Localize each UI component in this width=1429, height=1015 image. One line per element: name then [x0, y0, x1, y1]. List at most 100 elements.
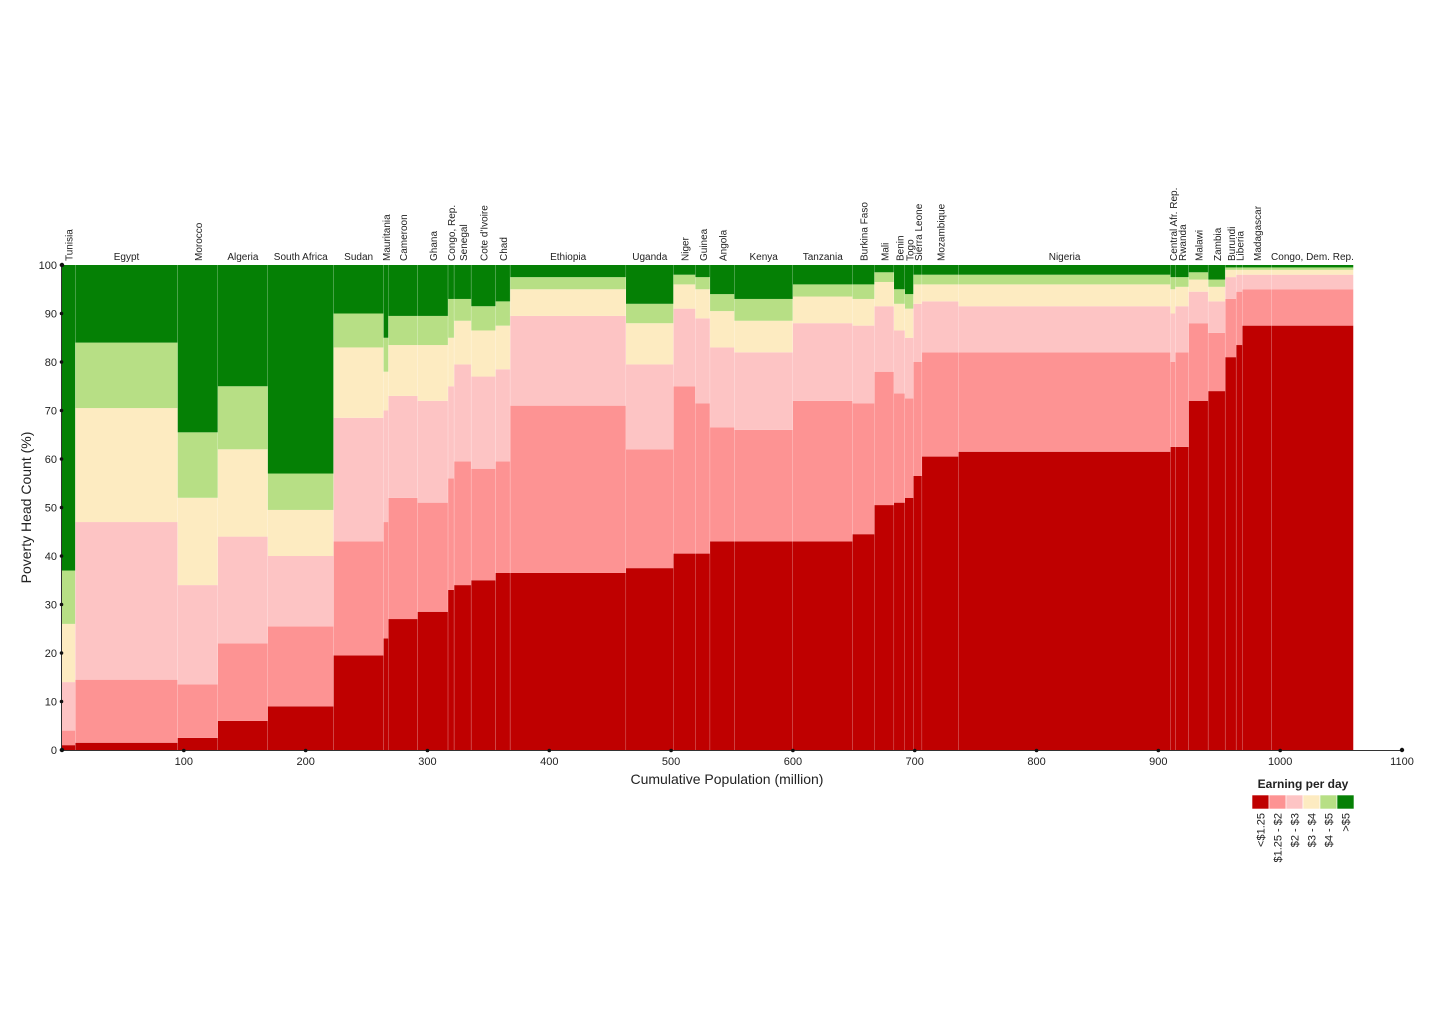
y-tick-label: 70 [45, 406, 57, 418]
bar-segment-band-4-to-5 [62, 570, 76, 624]
bar-segment-band-1-25-to-2 [454, 461, 472, 586]
bar-segment-band-2-to-3 [792, 323, 853, 401]
bar-segment-band-4-to-5 [904, 294, 914, 309]
x-axis-title: Cumulative Population (million) [631, 771, 824, 787]
y-tick-label: 40 [45, 551, 57, 563]
bar-segment-band-under-1-25 [267, 706, 334, 750]
country-bar [734, 265, 794, 750]
bar-segment-band-3-to-4 [177, 497, 218, 586]
bar-segment-band-1-25-to-2 [1175, 352, 1189, 447]
bar-segment-band-3-to-4 [383, 371, 389, 411]
bar-segment-band-4-to-5 [626, 303, 674, 324]
country-bar [1188, 265, 1209, 750]
bar-segment-band-1-25-to-2 [417, 502, 449, 612]
bar-segment-band-2-to-3 [673, 308, 696, 387]
country-label: Tunisia [65, 229, 76, 261]
bar-segment-band-2-to-3 [894, 330, 905, 394]
country-label: Angola [718, 229, 729, 261]
bar-segment-band-3-to-4 [1188, 279, 1209, 292]
bar-segment-band-over-5 [1271, 265, 1354, 268]
country-bar [333, 265, 385, 750]
bar-segment-band-1-25-to-2 [852, 403, 875, 535]
bar-segment-band-under-1-25 [177, 737, 218, 751]
country-bar [510, 265, 627, 750]
bar-segment-band-over-5 [454, 265, 472, 299]
bar-segment-band-over-5 [333, 265, 384, 314]
country-bar [448, 265, 455, 750]
country-label: Congo, Rep. [447, 205, 458, 261]
legend-swatch [1251, 794, 1270, 810]
bar-segment-band-3-to-4 [894, 303, 905, 331]
country-label: Kenya [749, 252, 778, 263]
bar-segment-band-3-to-4 [673, 284, 696, 309]
country-bar [710, 265, 735, 750]
country-bar [852, 265, 875, 750]
bar-segment-band-2-to-3 [734, 352, 793, 430]
bar-segment-band-under-1-25 [388, 619, 418, 750]
bar-segment-band-under-1-25 [958, 451, 1171, 750]
x-tick-mark [303, 748, 308, 753]
axes: 100 200 300 400 500 600 700 800 900 1000 1100 0 10 2… [39, 260, 1414, 768]
bar-segment-band-4-to-5 [874, 272, 895, 282]
country-label: Senegal [459, 224, 470, 261]
bar-segment-band-4-to-5 [217, 386, 268, 450]
bar-segment-band-1-25-to-2 [471, 468, 496, 581]
bar-segment-band-1-25-to-2 [383, 522, 389, 639]
y-tick-label: 50 [45, 503, 57, 515]
country-label: Chad [499, 237, 510, 261]
country-label: Niger [680, 236, 691, 261]
bar-segment-band-4-to-5 [894, 289, 905, 304]
bar-segment-band-over-5 [1188, 265, 1209, 273]
bar-segment-band-over-5 [852, 265, 875, 285]
bar-segment-band-over-5 [1208, 265, 1226, 280]
country-bar [388, 265, 419, 750]
legend-swatch [1285, 794, 1304, 810]
bar-segment-band-over-5 [1236, 265, 1243, 268]
bar-segment-band-3-to-4 [62, 623, 76, 683]
country-label: Zambia [1213, 227, 1224, 261]
legend-swatch [1302, 794, 1321, 810]
bar-segment-band-2-to-3 [448, 386, 455, 479]
y-tick-mark [59, 360, 64, 364]
bar-segment-band-1-25-to-2 [1188, 323, 1209, 401]
country-label: Congo, Dem. Rep. [1271, 252, 1354, 263]
country-label: Mali [880, 243, 891, 261]
legend-items: <$1.25 $1.25 - $2 $2 - $3 $3 - $4 $4 - $5 >$5 [1251, 794, 1355, 863]
y-tick-mark [59, 457, 64, 461]
bar-segment-band-2-to-3 [913, 303, 923, 362]
bar-segment-band-1-25-to-2 [1271, 289, 1354, 326]
bar-segment-band-over-5 [1175, 265, 1189, 278]
bar-segment-band-1-25-to-2 [695, 403, 711, 554]
bar-segment-band-3-to-4 [695, 289, 711, 319]
country-label: Togo [905, 239, 916, 261]
bar-segment-band-2-to-3 [1225, 277, 1237, 299]
country-label: Algeria [227, 252, 259, 263]
bar-segment-band-1-25-to-2 [1236, 291, 1243, 346]
bar-segment-band-1-25-to-2 [734, 429, 793, 542]
bar-segment-band-3-to-4 [510, 289, 627, 316]
bar-segment-band-over-5 [471, 265, 496, 307]
country-bar [1271, 265, 1354, 751]
bar-segment-band-2-to-3 [333, 417, 384, 542]
x-tick-label: 100 [175, 756, 193, 768]
bar-segment-band-under-1-25 [471, 580, 496, 750]
bar-segment-band-2-to-3 [177, 585, 218, 685]
country-bar [1208, 265, 1226, 750]
bar-segment-band-2-to-3 [1208, 301, 1226, 333]
bar-segment-band-over-5 [734, 265, 793, 299]
bar-segment-band-4-to-5 [75, 342, 178, 409]
bar-segment-band-1-25-to-2 [922, 352, 959, 457]
bar-segment-band-1-25-to-2 [904, 398, 914, 498]
y-tick-mark [59, 311, 64, 316]
country-label: Mauritania [382, 214, 393, 261]
bar-segment-band-1-25-to-2 [495, 461, 511, 573]
bar-segment-band-3-to-4 [904, 308, 914, 338]
bar-segment-band-2-to-3 [454, 364, 472, 462]
country-bar [913, 265, 923, 750]
country-bar [695, 265, 711, 750]
bar-segment-band-over-5 [922, 265, 959, 275]
bar-segment-band-over-5 [894, 265, 905, 290]
bar-segment-band-3-to-4 [913, 284, 923, 304]
bar-segment-band-4-to-5 [1188, 272, 1209, 280]
